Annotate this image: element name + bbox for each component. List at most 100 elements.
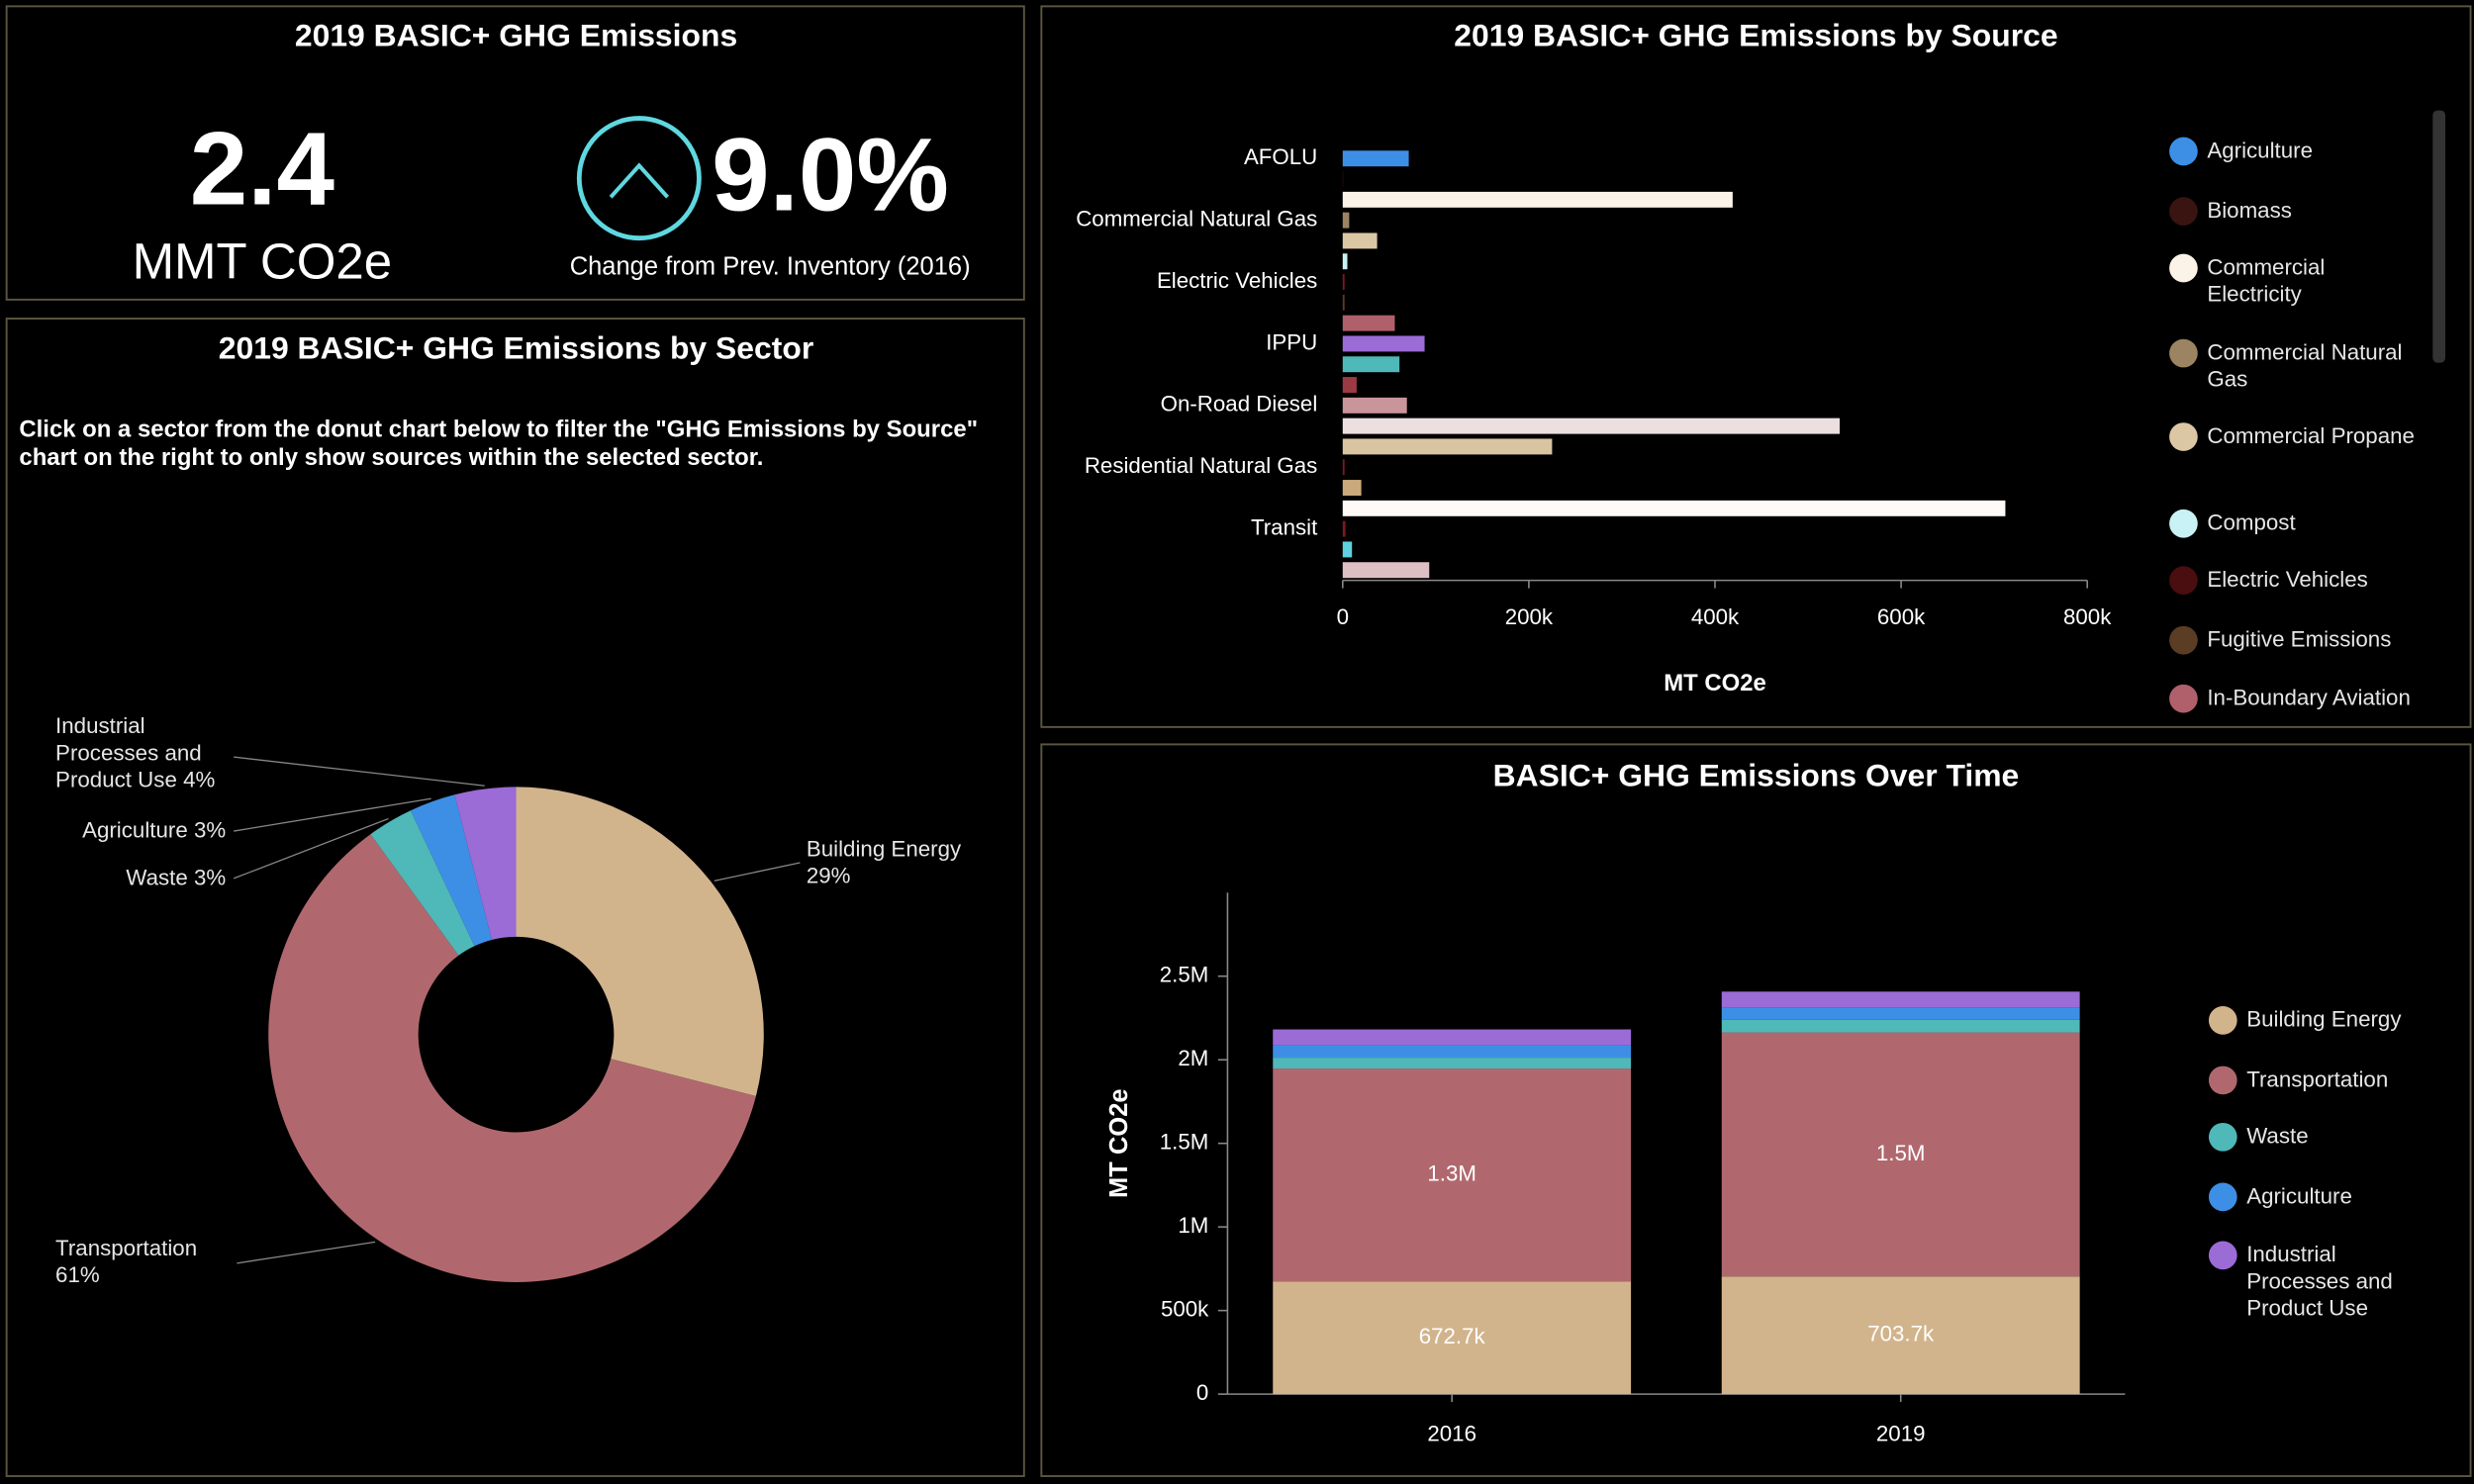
bar[interactable] bbox=[1342, 541, 1353, 558]
bar[interactable] bbox=[1342, 356, 1400, 373]
legend-marker bbox=[2169, 509, 2198, 538]
y-axis-title: MT CO2e bbox=[1105, 1088, 1133, 1198]
bar[interactable] bbox=[1342, 212, 1350, 229]
bar-segment[interactable] bbox=[1721, 1032, 2080, 1277]
data-label: 703.7k bbox=[1867, 1322, 1935, 1346]
legend-label-box: Compost bbox=[2207, 510, 2295, 535]
legend-marker bbox=[2169, 625, 2198, 655]
bar[interactable] bbox=[1342, 480, 1362, 496]
y-tick-label: 2M bbox=[1178, 1046, 1208, 1070]
bar[interactable] bbox=[1342, 253, 1348, 270]
legend-text: Transportation bbox=[2246, 1066, 2389, 1092]
bar[interactable] bbox=[1342, 315, 1395, 331]
y-tick-label: AFOLU bbox=[1244, 144, 1317, 169]
bar[interactable] bbox=[1342, 417, 1841, 434]
slice-label: Waste 3% bbox=[0, 865, 226, 891]
kpi-change: 9.0% bbox=[712, 118, 949, 233]
legend-label-box: Industrial Processes and Product Use bbox=[2246, 1242, 2420, 1321]
bar[interactable] bbox=[1342, 377, 1357, 393]
kpi-panel bbox=[5, 5, 1025, 301]
slice-value: 4% bbox=[183, 766, 216, 791]
bar-segment[interactable] bbox=[1721, 1019, 2080, 1033]
legend-marker bbox=[2208, 1066, 2237, 1095]
x-tick-label: 600k bbox=[1877, 604, 1926, 629]
legend-label: Transportation bbox=[2246, 1067, 2420, 1093]
legend-label-box: Biomass bbox=[2207, 197, 2420, 224]
legend-label: Biomass bbox=[2207, 197, 2420, 224]
legend-text: Agriculture bbox=[2246, 1182, 2352, 1209]
slice-label-box: Waste 3% bbox=[0, 865, 226, 891]
legend-text: Commercial Propane bbox=[2207, 422, 2415, 448]
y-tick-label: Commercial Natural Gas bbox=[1076, 207, 1317, 232]
bar-segment[interactable] bbox=[1273, 1281, 1632, 1395]
legend-text: In-Boundary Aviation bbox=[2207, 684, 2411, 710]
bar[interactable] bbox=[1342, 274, 1345, 291]
slice-label: Building Energy 29% bbox=[807, 836, 1011, 889]
legend-label: In-Boundary Aviation bbox=[2207, 685, 2420, 711]
legend-scrollbar[interactable] bbox=[2432, 110, 2446, 363]
slice-value: 61% bbox=[55, 1260, 100, 1287]
bar[interactable] bbox=[1342, 500, 2006, 516]
donut-slice[interactable] bbox=[454, 787, 517, 940]
legend-text: Fugitive Emissions bbox=[2207, 625, 2392, 652]
legend-label-box: In-Boundary Aviation bbox=[2207, 685, 2420, 711]
x-tick-label: 200k bbox=[1505, 604, 1554, 629]
slice-label-box: Agriculture 3% bbox=[82, 817, 226, 843]
kpi-change-label: Change from Prev. Inventory (2016) bbox=[570, 253, 971, 281]
y-tick-label: 2.5M bbox=[1160, 963, 1209, 987]
bar-segment[interactable] bbox=[1273, 1029, 1632, 1046]
legend-label: Agriculture bbox=[2246, 1183, 2420, 1210]
bar-segment[interactable] bbox=[1273, 1045, 1632, 1059]
legend-marker bbox=[2169, 684, 2198, 713]
data-label: 1.5M bbox=[1876, 1141, 1926, 1165]
bar-segment[interactable] bbox=[1273, 1058, 1632, 1069]
bar-segment[interactable] bbox=[1721, 991, 2080, 1008]
x-tick-label: 2016 bbox=[1427, 1421, 1476, 1445]
bar[interactable] bbox=[1342, 459, 1345, 476]
bar[interactable] bbox=[1342, 562, 1430, 579]
legend-marker bbox=[2169, 566, 2198, 595]
bar[interactable] bbox=[1342, 191, 1733, 208]
legend-text: Waste bbox=[2246, 1122, 2309, 1149]
legend-marker bbox=[2208, 1006, 2237, 1035]
x-tick-label: 2019 bbox=[1876, 1421, 1926, 1445]
bar[interactable] bbox=[1342, 232, 1378, 249]
y-tick-label: Residential Natural Gas bbox=[1085, 453, 1317, 478]
legend-label: Commercial Natural Gas bbox=[2207, 339, 2420, 393]
bar-segment[interactable] bbox=[1273, 1068, 1632, 1282]
legend-label: Waste bbox=[2246, 1123, 2420, 1150]
legend-label: Building Energy bbox=[2246, 1006, 2420, 1033]
donut-slice[interactable] bbox=[516, 787, 764, 1096]
legend-marker bbox=[2208, 1241, 2237, 1270]
legend-label: Commercial Propane bbox=[2207, 422, 2420, 449]
bar[interactable] bbox=[1342, 294, 1345, 311]
leader-line bbox=[237, 1241, 376, 1264]
bar[interactable] bbox=[1342, 397, 1407, 414]
bar-segment[interactable] bbox=[1721, 1007, 2080, 1020]
slice-label-box: Transportation 61% bbox=[55, 1235, 260, 1288]
legend-marker bbox=[2169, 137, 2198, 166]
slice-label: Industrial Processes and Product Use 4% bbox=[55, 713, 233, 792]
legend-label: Electric Vehicles bbox=[2207, 566, 2420, 593]
bar-segment[interactable] bbox=[1721, 1276, 2080, 1395]
bar[interactable] bbox=[1342, 520, 1346, 537]
bar[interactable] bbox=[1342, 150, 1409, 167]
legend-marker bbox=[2169, 197, 2198, 226]
legend-marker bbox=[2208, 1182, 2237, 1212]
donut-slice[interactable] bbox=[410, 794, 492, 947]
bar[interactable] bbox=[1342, 438, 1553, 455]
slice-name: Transportation bbox=[55, 1235, 198, 1260]
legend-label: Industrial Processes and Product Use bbox=[2246, 1242, 2420, 1321]
slice-name: Waste bbox=[126, 864, 188, 890]
donut-slice[interactable] bbox=[370, 810, 475, 956]
leader-line bbox=[233, 817, 389, 880]
instructions: Click on a sector from the donut chart b… bbox=[19, 416, 979, 472]
change-icon bbox=[576, 116, 702, 241]
bar[interactable] bbox=[1342, 335, 1425, 352]
legend-label: Commercial Electricity bbox=[2207, 254, 2420, 308]
legend-label: Agriculture bbox=[2207, 138, 2420, 164]
donut-slice[interactable] bbox=[268, 834, 756, 1282]
legend-label-box: Building Energy bbox=[2246, 1006, 2420, 1033]
slice-label: Transportation 61% bbox=[55, 1235, 260, 1288]
